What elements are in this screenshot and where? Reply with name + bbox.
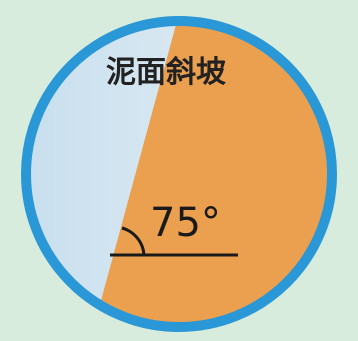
frame-ring [21,16,337,332]
slope-label: 泥面斜坡 [106,55,226,90]
slope-region [90,23,330,325]
angle-value: 75° [150,200,221,246]
angle-arc [121,226,146,256]
mud-slope [90,23,330,325]
